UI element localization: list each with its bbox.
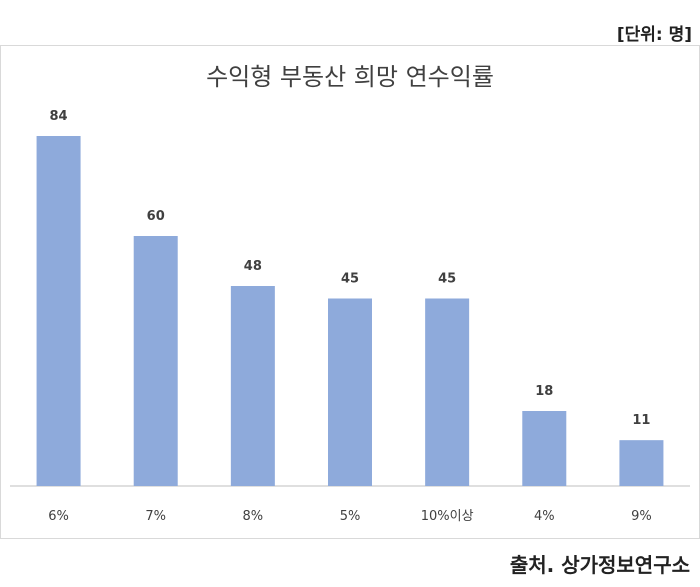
data-label: 84 xyxy=(50,109,68,124)
x-tick-label: 5% xyxy=(340,509,361,524)
bar xyxy=(522,411,567,486)
data-label: 18 xyxy=(535,384,553,399)
data-label: 48 xyxy=(244,259,262,274)
data-label: 11 xyxy=(632,413,650,428)
bar xyxy=(425,298,470,486)
unit-label: [단위: 명] xyxy=(616,25,692,45)
x-tick-label: 9% xyxy=(631,509,652,524)
x-tick-label: 8% xyxy=(243,509,264,524)
chart-title: 수익형 부동산 희망 연수익률 xyxy=(206,63,494,91)
x-tick-label: 6% xyxy=(48,509,69,524)
data-label: 60 xyxy=(147,209,165,224)
data-label: 45 xyxy=(341,272,359,287)
x-tick-label: 10%이상 xyxy=(421,509,474,524)
bar xyxy=(133,236,178,486)
x-tick-label: 7% xyxy=(145,509,166,524)
bar xyxy=(230,286,275,486)
bar xyxy=(328,298,372,486)
x-tick-label: 4% xyxy=(534,509,555,524)
bar xyxy=(36,136,81,486)
data-label: 45 xyxy=(438,272,456,287)
bar xyxy=(619,440,664,486)
source-label: 출처. 상가정보연구소 xyxy=(509,553,690,577)
